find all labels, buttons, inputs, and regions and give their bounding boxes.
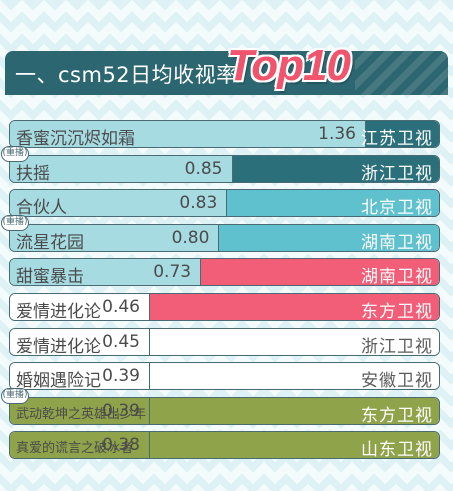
- rating-bar: [10, 190, 228, 217]
- rerun-badge: (重播): [1, 387, 29, 404]
- rating-value: 0.45: [102, 331, 140, 352]
- channel-cell: [150, 294, 439, 320]
- channel-label: 安徽卫视: [361, 371, 433, 391]
- rating-value: 0.38: [102, 435, 140, 456]
- channel-cell: [201, 259, 439, 286]
- rating-value: 0.83: [179, 193, 218, 214]
- title-bar: 一、csm52日均收视率 Top10: [5, 41, 448, 95]
- channel-cell: [150, 363, 439, 390]
- show-name: 真爱的谎言之破冰者: [16, 441, 134, 457]
- show-name: 香蜜沉沉烬如霜: [16, 129, 135, 148]
- rating-bar: [10, 328, 150, 355]
- rating-value: 0.85: [184, 158, 223, 179]
- rating-bar: [10, 259, 202, 286]
- rating-bar: [10, 294, 150, 320]
- table-row: 香蜜沉沉烬如霜 1.36 江苏卫视: [9, 120, 440, 148]
- channel-label: 北京卫视: [361, 198, 433, 218]
- table-row: 武动乾坤之英雄出少年 0.39 东方卫视: [9, 396, 440, 425]
- channel-label: 东方卫视: [361, 302, 433, 321]
- channel-cell: [150, 397, 439, 424]
- show-name: 爱情进化论: [16, 336, 101, 356]
- rerun-badge: (重播): [1, 214, 29, 231]
- chart-title: 一、csm52日均收视率: [15, 63, 238, 87]
- rating-bar: [10, 363, 150, 390]
- channel-label: 湖南卫视: [361, 232, 433, 252]
- rerun-badge: (重播): [1, 145, 29, 162]
- channel-label: 浙江卫视: [361, 163, 433, 183]
- table-row: 真爱的谎言之破冰者 0.38 山东卫视: [9, 431, 440, 460]
- channel-cell: [366, 121, 439, 147]
- rating-bar: [10, 432, 150, 459]
- channel-label: 江苏卫视: [361, 129, 433, 148]
- rating-value: 0.39: [102, 366, 140, 387]
- channel-label: 湖南卫视: [361, 267, 433, 287]
- title-pattern: [355, 51, 448, 95]
- rating-bar: [10, 121, 366, 147]
- table-row: 婚姻遇险记 0.39 安徽卫视: [9, 362, 440, 391]
- show-name: 合伙人: [16, 198, 67, 218]
- channel-cell: [219, 224, 439, 251]
- top10-badge: Top10: [227, 41, 351, 90]
- show-name: 流星花园: [16, 232, 84, 252]
- rating-value: 0.46: [102, 297, 140, 317]
- show-name: 婚姻遇险记: [16, 371, 101, 391]
- rating-value: 0.73: [153, 262, 192, 283]
- channel-cell: [150, 328, 439, 355]
- table-row: 流星花园 0.80 湖南卫视: [9, 223, 440, 252]
- show-name: 武动乾坤之英雄出少年: [16, 406, 147, 422]
- table-row: 爱情进化论 0.46 东方卫视: [9, 293, 440, 321]
- rating-value: 0.39: [102, 400, 140, 421]
- show-name: 扶摇: [16, 163, 50, 183]
- rating-bar: [10, 224, 220, 251]
- channel-cell: [232, 155, 439, 182]
- table-row: 扶摇 0.85 浙江卫视: [9, 154, 440, 183]
- rating-bar: [10, 155, 233, 182]
- table-row: 爱情进化论 0.45 浙江卫视: [9, 327, 440, 356]
- channel-label: 山东卫视: [361, 440, 433, 460]
- channel-cell: [150, 432, 439, 459]
- channel-label: 浙江卫视: [361, 336, 433, 356]
- show-name: 爱情进化论: [16, 302, 101, 321]
- show-name: 甜蜜暴击: [16, 267, 84, 287]
- rating-value: 1.36: [318, 124, 356, 144]
- rating-value: 0.80: [171, 227, 210, 248]
- channel-cell: [227, 190, 439, 217]
- table-row: 甜蜜暴击 0.73 湖南卫视: [9, 258, 440, 287]
- channel-label: 东方卫视: [361, 405, 433, 425]
- table-row: 合伙人 0.83 北京卫视: [9, 189, 440, 218]
- rating-bar: [10, 397, 150, 424]
